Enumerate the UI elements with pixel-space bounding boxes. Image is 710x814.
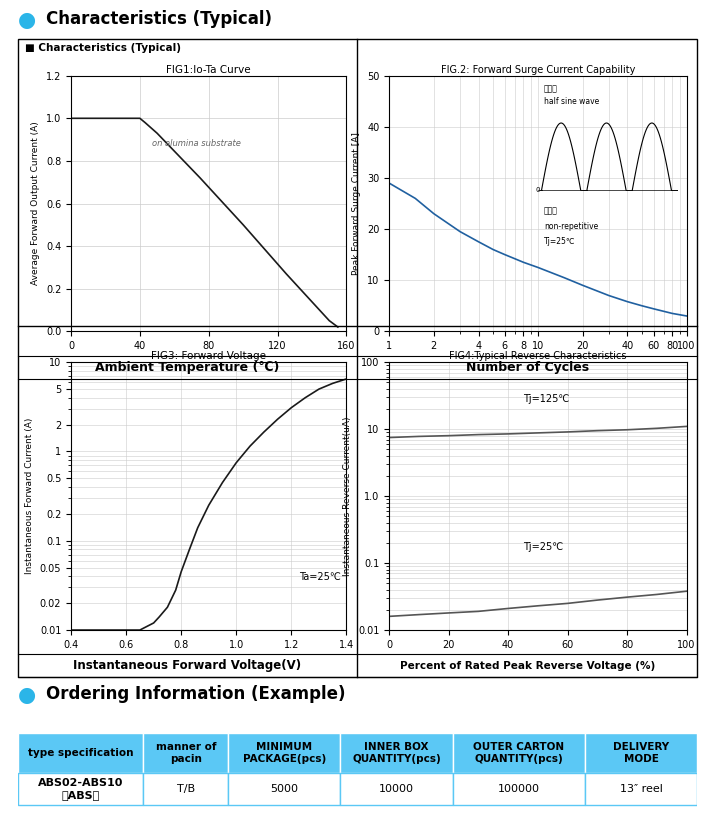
Text: on alumina substrate: on alumina substrate (152, 139, 241, 148)
Text: OUTER CARTON
QUANTITY(pcs): OUTER CARTON QUANTITY(pcs) (474, 742, 564, 764)
Bar (229, 733, 341, 772)
Text: DELIVERY
MODE: DELIVERY MODE (613, 742, 670, 764)
Text: 正弦波: 正弦波 (544, 84, 557, 93)
Bar (18, 733, 143, 772)
Text: ●: ● (18, 685, 36, 706)
Text: Ta=25℃: Ta=25℃ (299, 571, 341, 582)
Text: Ambient Temperature (℃): Ambient Temperature (℃) (95, 361, 280, 374)
Title: FIG1:Io-Ta Curve: FIG1:Io-Ta Curve (166, 65, 251, 75)
Y-axis label: Peak Forward Surge Current [A]: Peak Forward Surge Current [A] (352, 132, 361, 275)
Bar (341, 772, 452, 805)
Text: MINIMUM
PACKAGE(pcs): MINIMUM PACKAGE(pcs) (243, 742, 326, 764)
Text: Tj=25℃: Tj=25℃ (544, 238, 575, 247)
Text: 13″ reel: 13″ reel (620, 784, 662, 794)
Y-axis label: Instantaneous Reverse Current(uA): Instantaneous Reverse Current(uA) (344, 417, 352, 575)
Y-axis label: Average Forward Output Current (A): Average Forward Output Current (A) (31, 121, 40, 286)
Title: FIG4:Typical Reverse Characteristics: FIG4:Typical Reverse Characteristics (449, 352, 627, 361)
Text: T/B: T/B (177, 784, 195, 794)
Title: FIG.2: Forward Surge Current Capability: FIG.2: Forward Surge Current Capability (441, 65, 635, 75)
Text: 10000: 10000 (379, 784, 414, 794)
Bar (18, 772, 143, 805)
Bar (585, 733, 697, 772)
Text: ●: ● (18, 10, 36, 30)
Text: INNER BOX
QUANTITY(pcs): INNER BOX QUANTITY(pcs) (352, 742, 441, 764)
Text: Tj=125℃: Tj=125℃ (523, 395, 569, 405)
Text: Instantaneous Forward Voltage(V): Instantaneous Forward Voltage(V) (73, 659, 302, 672)
Bar (452, 733, 585, 772)
Bar (143, 733, 229, 772)
Text: non-repetitive: non-repetitive (544, 222, 598, 231)
Bar (229, 772, 341, 805)
Text: manner of
pacin: manner of pacin (155, 742, 216, 764)
Bar (341, 733, 452, 772)
Text: Ordering Information (Example): Ordering Information (Example) (46, 685, 346, 703)
Text: 5000: 5000 (271, 784, 298, 794)
Text: Tj=25℃: Tj=25℃ (523, 541, 563, 552)
Text: type specification: type specification (28, 748, 133, 758)
Text: ■ Characteristics (Typical): ■ Characteristics (Typical) (25, 43, 181, 53)
Bar (143, 772, 229, 805)
Title: FIG3: Forward Voltage: FIG3: Forward Voltage (151, 352, 266, 361)
Text: ABS02-ABS10
（ABS）: ABS02-ABS10 （ABS） (38, 778, 124, 800)
Bar (452, 772, 585, 805)
Text: half sine wave: half sine wave (544, 97, 599, 106)
Y-axis label: Instantaneous Forward Current (A): Instantaneous Forward Current (A) (26, 418, 34, 575)
Text: 不重复: 不重复 (544, 207, 557, 216)
Text: Percent of Rated Peak Reverse Voltage (%): Percent of Rated Peak Reverse Voltage (%… (400, 661, 655, 671)
Bar (585, 772, 697, 805)
Text: Number of Cycles: Number of Cycles (466, 361, 589, 374)
Text: 100000: 100000 (498, 784, 540, 794)
Text: Characteristics (Typical): Characteristics (Typical) (46, 10, 272, 28)
